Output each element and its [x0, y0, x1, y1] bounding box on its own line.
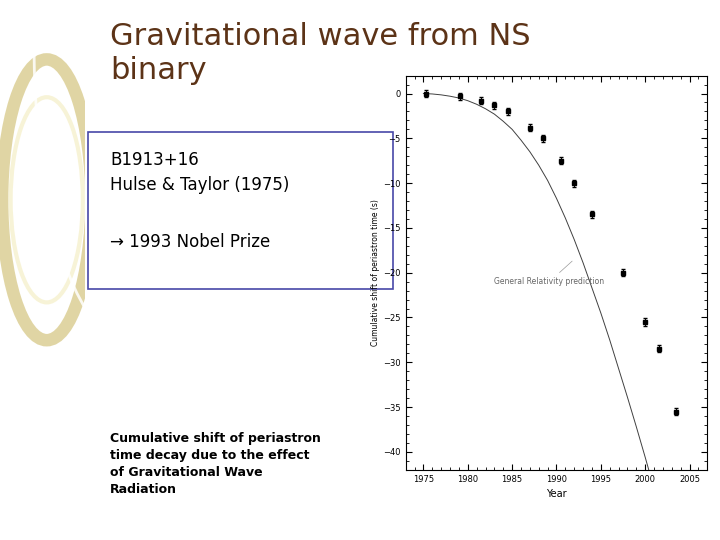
Text: General Relativity prediction: General Relativity prediction — [495, 261, 605, 286]
Y-axis label: Cumulative shift of periastron time (s): Cumulative shift of periastron time (s) — [372, 199, 380, 346]
Text: B1913+16
Hulse & Taylor (1975): B1913+16 Hulse & Taylor (1975) — [110, 151, 289, 194]
X-axis label: Year: Year — [546, 489, 567, 499]
Text: → 1993 Nobel Prize: → 1993 Nobel Prize — [110, 233, 271, 251]
Text: Cumulative shift of periastron
time decay due to the effect
of Gravitational Wav: Cumulative shift of periastron time deca… — [110, 432, 321, 496]
Text: Gravitational wave from NS
binary: Gravitational wave from NS binary — [110, 22, 531, 85]
FancyBboxPatch shape — [88, 132, 393, 289]
